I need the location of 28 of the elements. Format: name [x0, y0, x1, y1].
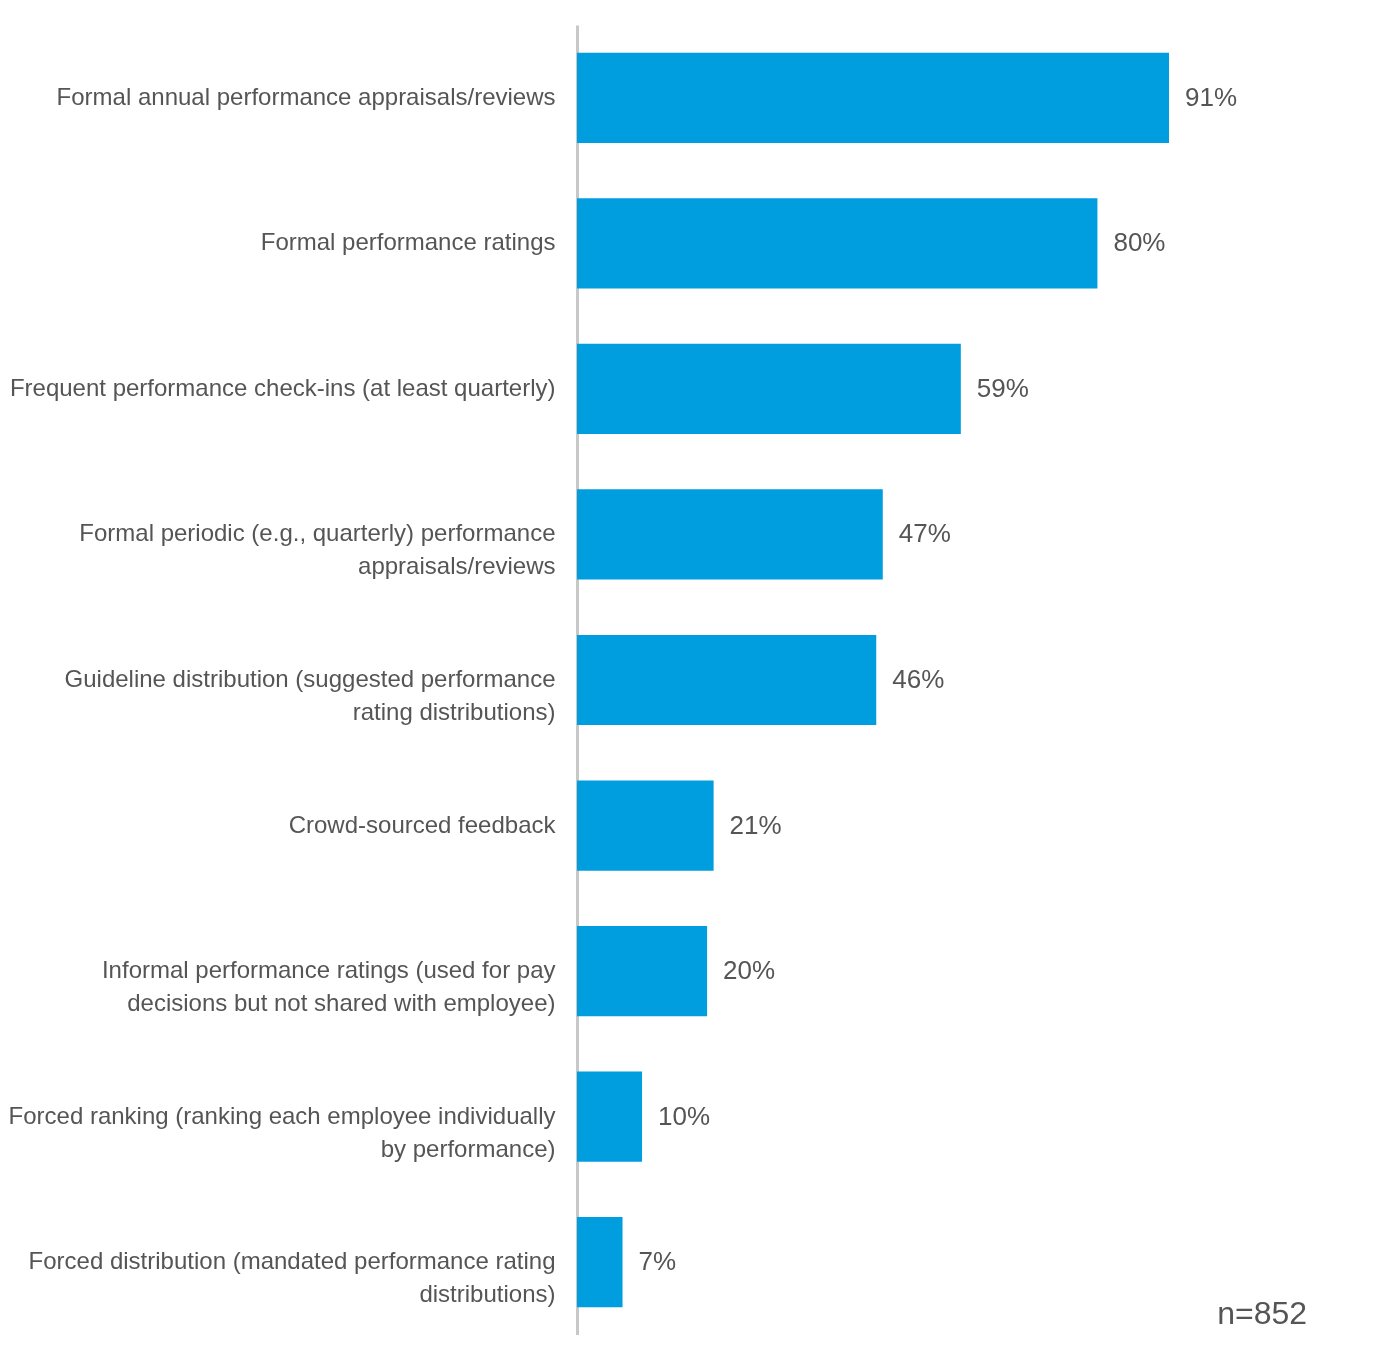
y-tick-label: Frequent performance check-ins (at least quarterly)	[9, 373, 556, 401]
y-tick-label: Formal periodic (e.g., quarterly) performance appraisals/reviews	[79, 519, 556, 580]
bar	[577, 1217, 623, 1308]
data-label: 7%	[638, 1246, 677, 1277]
data-label: 59%	[976, 372, 1029, 403]
bar	[577, 343, 961, 435]
y-tick-label: Formal performance ratings	[260, 228, 556, 256]
y-tick-label: Informal performance ratings (used for pay decisions but not shared with employee)	[101, 956, 556, 1017]
y-tick-label: Guideline distribution (suggested performance rating distributions)	[64, 665, 556, 725]
y-tick-label: Forced distribution (mandated performance rating distributions)	[28, 1247, 556, 1308]
bar	[577, 489, 883, 580]
text: n=852	[1217, 1295, 1308, 1331]
y-tick-label: Forced ranking (ranking each employee individually by performance)	[8, 1101, 556, 1162]
data-label: 80%	[1113, 227, 1166, 258]
data-label: 21%	[729, 809, 782, 840]
y-tick-label: Crowd-sourced feedback	[288, 810, 557, 838]
bar	[577, 634, 877, 726]
y-tick-label: Formal annual performance appraisals/reviews	[56, 82, 556, 110]
bar	[577, 52, 1169, 143]
bar	[577, 780, 714, 871]
data-label: 91%	[1185, 81, 1238, 112]
bar	[577, 1071, 643, 1162]
data-label: 10%	[658, 1100, 711, 1131]
bar	[577, 198, 1098, 289]
data-label: 46%	[892, 664, 945, 694]
data-label: 47%	[898, 518, 951, 549]
data-label: 20%	[723, 955, 776, 986]
bar	[577, 925, 708, 1017]
